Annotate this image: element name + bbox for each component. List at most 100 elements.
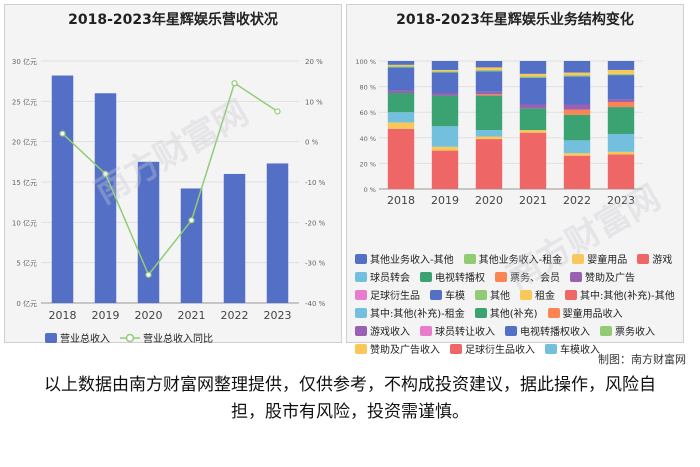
legend-swatch: [600, 325, 612, 336]
legend-item[interactable]: 车模: [430, 287, 465, 302]
y-tick-right: 0 %: [305, 139, 319, 147]
stack-segment: [431, 95, 459, 127]
revenue-bar: [223, 173, 246, 303]
legend-item[interactable]: 电视转播权收入: [505, 323, 590, 338]
legend-swatch: [637, 253, 650, 264]
x-tick-label: 2021: [519, 194, 547, 207]
legend-label: 车模收入: [560, 345, 600, 356]
y-tick-left: 0 亿元: [16, 299, 37, 308]
legend-swatch: [355, 325, 367, 336]
legend-item[interactable]: 足球衍生品收入: [450, 341, 535, 356]
legend-item-revenue[interactable]: 营业总收入: [45, 330, 110, 345]
legend-item[interactable]: 车模收入: [545, 341, 600, 356]
legend-label: 球员转会: [370, 273, 410, 284]
legend-item[interactable]: 电视转播权: [420, 269, 485, 284]
legend-item[interactable]: 足球衍生品: [355, 287, 420, 302]
y-tick-right: 10 %: [305, 98, 323, 106]
x-tick-label: 2022: [221, 309, 249, 322]
chart-credit: 制图：南方财富网: [598, 353, 686, 366]
stack-segment: [519, 61, 547, 74]
legend-item[interactable]: 赞助及广告: [570, 269, 635, 284]
stack-segment: [475, 67, 503, 70]
legend-swatch: [355, 307, 367, 318]
legend-label: 游戏: [652, 255, 673, 266]
legend-item[interactable]: 其中:其他(补充)-其他: [565, 287, 675, 302]
stack-segment: [431, 93, 459, 96]
legend-item[interactable]: 游戏: [637, 251, 672, 266]
legend-item[interactable]: 婴童用品: [572, 251, 627, 266]
legend-label: 游戏收入: [370, 327, 410, 338]
y-tick-right: -40 %: [305, 300, 326, 308]
legend-label: 婴童用品收入: [562, 309, 623, 320]
legend-swatch: [355, 343, 367, 354]
stack-segment: [607, 133, 635, 152]
y-tick-left: 10 亿元: [12, 218, 37, 227]
legend-label: 其他(补充): [489, 309, 538, 320]
legend-label: 其他业务收入-租金: [478, 255, 563, 266]
revenue-bar: [137, 161, 160, 303]
y-tick: 60 %: [359, 109, 376, 117]
business-structure-title: 2018-2023年星辉娱乐业务结构变化: [396, 12, 634, 28]
stack-segment: [431, 69, 459, 72]
legend-item[interactable]: 其他(补充): [474, 305, 538, 320]
stack-segment: [563, 153, 591, 156]
stack-segment: [387, 64, 415, 67]
legend-label: 票务收入: [615, 327, 655, 338]
stack-segment: [607, 73, 635, 76]
x-tick-label: 2019: [431, 194, 459, 207]
legend-item[interactable]: 婴童用品收入: [547, 305, 623, 320]
legend-label: 赞助及广告收入: [370, 345, 440, 356]
legend-item[interactable]: 游戏收入: [355, 323, 410, 338]
stack-segment: [475, 91, 503, 95]
stack-segment: [563, 104, 591, 110]
y-tick-right: 20 %: [305, 58, 323, 66]
legend-item[interactable]: 其他: [475, 287, 510, 302]
legend-item[interactable]: 其他业务收入-其他: [355, 251, 454, 266]
stack-segment: [387, 90, 415, 93]
stack-segment: [519, 76, 547, 78]
legend-item[interactable]: 赞助及广告收入: [355, 341, 440, 356]
stack-segment: [563, 140, 591, 154]
legend-swatch: [430, 289, 442, 300]
legend-label: 其他: [490, 291, 510, 302]
yoy-point: [274, 108, 281, 115]
y-tick-right: -20 %: [305, 219, 326, 227]
y-tick: 20 %: [359, 160, 376, 168]
stack-segment: [519, 73, 547, 77]
disclaimer-text: 以上数据由南方财富网整理提供，仅供参考，不构成投资建议，据此操作，风险自担，股市…: [44, 375, 656, 422]
stack-segment: [431, 150, 459, 189]
x-tick-label: 2019: [92, 309, 120, 322]
legend-label: 票务、会员: [510, 273, 560, 284]
y-tick-right: -30 %: [305, 260, 326, 268]
x-tick-label: 2018: [387, 194, 415, 207]
legend-item[interactable]: 租金: [520, 287, 555, 302]
legend-item[interactable]: 其中:其他(补充)-租金: [355, 305, 465, 320]
legend-item[interactable]: 票务、会员: [495, 269, 560, 284]
stack-segment: [475, 95, 503, 131]
legend-swatch: [355, 253, 367, 264]
y-tick-right: -10 %: [305, 179, 326, 187]
legend-item[interactable]: 球员转让收入: [420, 323, 495, 338]
stack-segment: [387, 112, 415, 123]
yoy-point: [145, 271, 152, 278]
legend-swatch-revenue: [45, 332, 57, 343]
legend-swatch: [570, 271, 582, 282]
stack-segment: [607, 151, 635, 155]
revenue-chart-panel: 2018-2023年星辉娱乐营收状况 0 亿元 5 亿元 10 亿元 15 亿元 20 …: [4, 4, 342, 345]
legend-label: 婴童用品: [587, 255, 628, 266]
legend-item[interactable]: 票务收入: [600, 323, 655, 338]
legend-label: 赞助及广告: [585, 273, 635, 284]
y-tick: 0 %: [364, 186, 376, 194]
stack-segment: [563, 75, 591, 77]
stack-segment: [563, 76, 591, 105]
legend-swatch: [355, 271, 367, 282]
legend-swatch: [463, 253, 476, 264]
stack-segment: [475, 130, 503, 137]
business-structure-chart: 0 % 20 % 40 % 60 % 80 % 100 % 2018 2019 2020 2021…: [355, 58, 643, 207]
x-tick-label: 2020: [135, 309, 163, 322]
legend-item[interactable]: 其他业务收入-租金: [463, 251, 563, 266]
revenue-bar: [180, 188, 203, 303]
legend-item-revenue-yoy[interactable]: 营业总收入同比: [120, 330, 213, 345]
stack-segment: [475, 61, 503, 68]
legend-item[interactable]: 球员转会: [355, 269, 410, 284]
